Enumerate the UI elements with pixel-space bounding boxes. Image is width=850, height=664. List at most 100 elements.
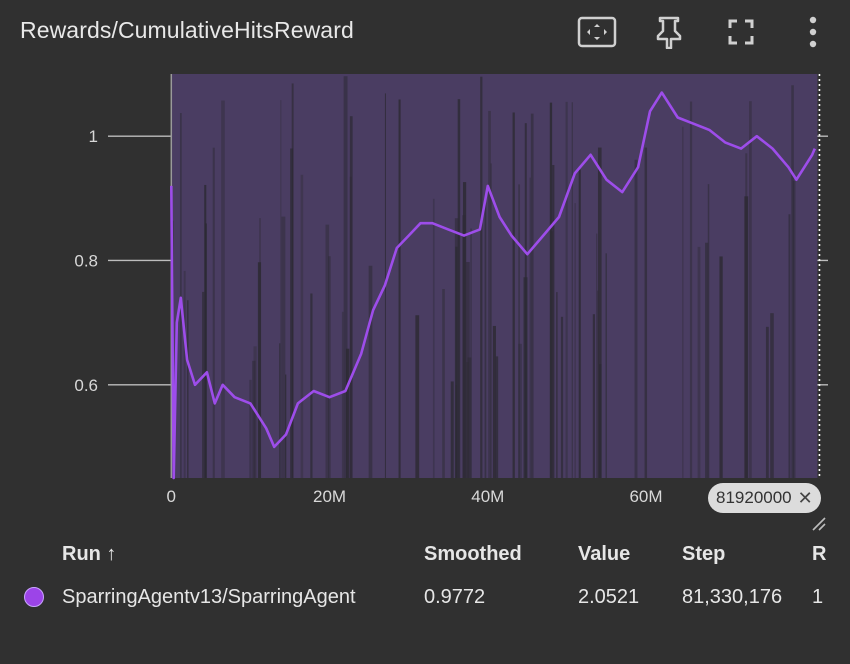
hover-step-chip[interactable]: 81920000 ✕ (708, 483, 821, 513)
raw-band-streak (325, 224, 330, 478)
raw-band-streak (765, 326, 769, 478)
raw-band-streak (552, 165, 555, 478)
raw-band-streak (495, 356, 499, 478)
runs-table: Run ↑ Smoothed Value Step R SparringAgen… (0, 536, 850, 622)
raw-band-streak (592, 314, 595, 478)
series-layer (170, 91, 816, 480)
raw-band-streak (634, 159, 638, 478)
fullscreen-button[interactable] (721, 12, 761, 52)
raw-band-streak (462, 215, 466, 478)
raw-band-streak (492, 325, 496, 478)
column-smoothed[interactable]: Smoothed (424, 542, 522, 565)
raw-band-streak (290, 148, 294, 478)
raw-band-streak (252, 360, 256, 478)
raw-band-streak (415, 315, 420, 478)
run-color-swatch (24, 587, 44, 608)
more-vert-icon (809, 16, 817, 48)
fit-domain-button[interactable] (577, 12, 617, 52)
raw-band-streak (490, 163, 492, 478)
raw-band-streak (560, 316, 564, 478)
x-tick-label: 60M (629, 487, 662, 506)
card-header: Rewards/CumulativeHitsReward (0, 0, 850, 64)
raw-band-streak (341, 311, 344, 478)
raw-band-streak (285, 374, 287, 478)
raw-band-streak (212, 147, 215, 478)
more-options-button[interactable] (793, 12, 833, 52)
raw-band-streak (183, 270, 186, 478)
raw-band-streak (249, 379, 252, 478)
raw-band-streak (719, 256, 723, 478)
raw-band-streak (204, 184, 207, 478)
raw-band-streak (450, 381, 454, 478)
resize-handle-icon[interactable] (810, 515, 826, 531)
raw-band-streak (488, 110, 491, 478)
pin-button[interactable] (649, 12, 689, 52)
column-run[interactable]: Run ↑ (62, 542, 117, 565)
raw-band-streak (599, 364, 602, 478)
raw-band-streak (788, 214, 791, 478)
raw-band-streak (749, 101, 752, 479)
x-tick-label: 0 (167, 487, 176, 506)
card-title: Rewards/CumulativeHitsReward (20, 17, 354, 43)
raw-band-streak (281, 216, 286, 478)
column-value[interactable]: Value (578, 542, 631, 565)
raw-band-streak (300, 174, 304, 478)
line-chart[interactable]: 0.6 0.8 1 0 20M 40M 60M (0, 64, 850, 534)
raw-band-streak (529, 177, 531, 478)
fit-to-domain-icon (577, 16, 617, 48)
raw-band-streak (697, 246, 701, 478)
raw-band-streak (770, 313, 774, 478)
raw-band-streak (310, 293, 313, 478)
raw-band-streak (518, 343, 522, 478)
raw-band-streak (523, 277, 528, 478)
raw-band-streak (744, 196, 749, 478)
column-step[interactable]: Step (682, 542, 726, 565)
runs-table-header: Run ↑ Smoothed Value Step R (0, 536, 850, 572)
raw-band-streak (368, 265, 373, 478)
raw-band-streak (512, 112, 515, 478)
raw-band-streak (791, 85, 794, 478)
raw-band-streak (349, 116, 353, 478)
y-tick-label: 0.6 (74, 376, 98, 395)
y-tick-label: 1 (89, 127, 98, 146)
raw-data-band (170, 74, 818, 479)
raw-band-streak (187, 300, 189, 478)
raw-band-streak (455, 385, 458, 478)
pin-icon (656, 16, 682, 49)
raw-band-streak (462, 182, 467, 479)
raw-band-streak (466, 362, 469, 478)
raw-band-streak (179, 113, 182, 478)
raw-band-streak (549, 102, 553, 479)
raw-band-streak (455, 246, 458, 478)
raw-band-streak (565, 101, 568, 478)
raw-band-streak (202, 291, 205, 478)
raw-band-streak (280, 100, 282, 478)
raw-band-streak (597, 147, 602, 478)
y-tick-label: 0.8 (74, 251, 98, 270)
raw-band-streak (571, 102, 573, 478)
table-row[interactable]: SparringAgentv13/SparringAgent 0.9772 2.… (0, 572, 850, 622)
raw-band-streak (221, 100, 225, 478)
close-icon[interactable]: ✕ (797, 487, 813, 508)
raw-band-streak (596, 233, 598, 478)
run-name: SparringAgentv13/SparringAgent (62, 585, 356, 608)
series-line[interactable] (170, 91, 816, 480)
raw-band-streak (574, 203, 576, 478)
run-smoothed: 0.9772 (424, 585, 486, 608)
run-value: 2.0521 (578, 585, 640, 608)
run-step: 81,330,176 (682, 585, 783, 608)
hover-step-label: 81920000 (716, 488, 792, 507)
raw-band-streak (343, 76, 348, 478)
raw-band-streak (530, 113, 534, 479)
raw-band-streak (578, 169, 581, 479)
raw-band-streak (432, 198, 435, 478)
column-relative[interactable]: R (812, 542, 827, 565)
raw-band-streak (470, 228, 472, 478)
raw-band-streak (484, 202, 487, 478)
raw-band-streak (467, 357, 472, 478)
raw-band-streak (480, 76, 483, 478)
run-relative: 1 (812, 585, 824, 608)
x-tick-label: 40M (471, 487, 504, 506)
raw-band-streak (707, 184, 710, 478)
raw-band-streak (550, 231, 554, 478)
